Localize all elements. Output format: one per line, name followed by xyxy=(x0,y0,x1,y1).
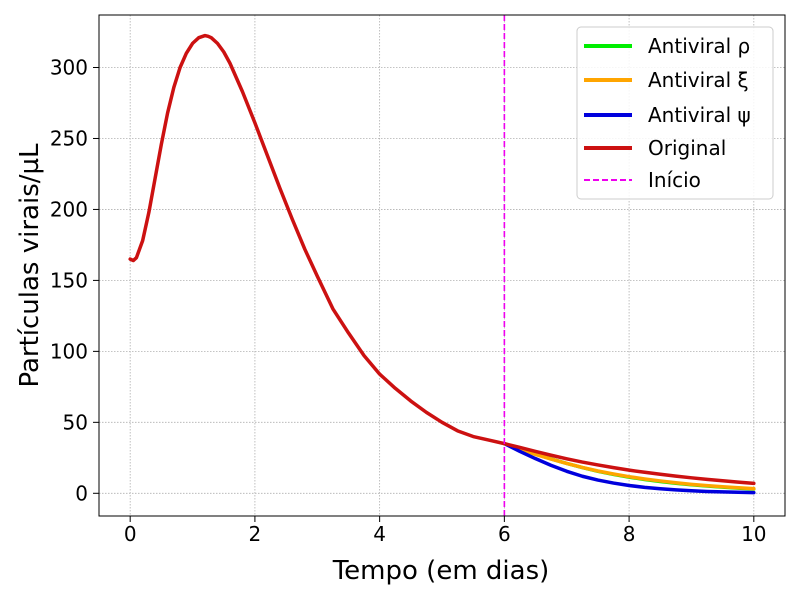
legend: Antiviral ρ Antiviral ξ Antiviral ψ Orig… xyxy=(576,26,774,200)
y-tick-label: 300 xyxy=(50,56,88,80)
series-line-original xyxy=(128,33,756,486)
x-tick-label: 0 xyxy=(124,522,137,546)
x-tick-label: 10 xyxy=(741,522,766,546)
series-line-antiviral-psi xyxy=(502,441,756,495)
y-tick-label: 50 xyxy=(63,410,88,434)
y-axis-label: Partículas virais/µL xyxy=(15,143,45,388)
y-tick-label: 100 xyxy=(50,339,88,363)
legend-label-antiviral-xi: Antiviral ξ xyxy=(648,68,749,92)
y-tick-label: 0 xyxy=(75,481,88,505)
series-line-antiviral-xi xyxy=(502,441,756,491)
y-tick-label: 250 xyxy=(50,126,88,150)
series-layer xyxy=(128,33,756,495)
x-tick-label: 4 xyxy=(373,522,386,546)
x-tick-label: 2 xyxy=(249,522,262,546)
x-tick-label: 6 xyxy=(498,522,511,546)
legend-label-antiviral-psi: Antiviral ψ xyxy=(648,103,751,127)
legend-label-inicio: Início xyxy=(648,168,701,192)
legend-frame xyxy=(576,26,774,200)
y-tick-label: 200 xyxy=(50,197,88,221)
legend-label-antiviral-rho: Antiviral ρ xyxy=(648,34,750,58)
plot-frame xyxy=(98,14,786,517)
x-tick-label: 8 xyxy=(623,522,636,546)
legend-label-original: Original xyxy=(648,136,726,160)
y-tick-label: 150 xyxy=(50,268,88,292)
x-axis-label: Tempo (em dias) xyxy=(332,556,550,586)
